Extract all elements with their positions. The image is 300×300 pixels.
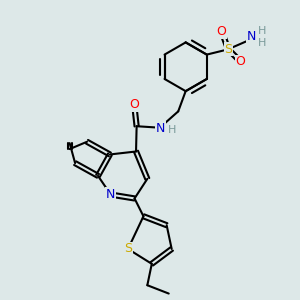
Text: N: N <box>106 188 116 201</box>
Text: S: S <box>124 242 132 256</box>
Text: S: S <box>224 43 232 56</box>
Text: H: H <box>258 38 266 48</box>
Text: H: H <box>168 125 176 135</box>
Text: N: N <box>156 122 165 135</box>
Text: O: O <box>217 25 226 38</box>
Text: O: O <box>236 55 246 68</box>
Text: O: O <box>129 98 139 111</box>
Text: H: H <box>258 26 266 36</box>
Text: N: N <box>246 30 256 43</box>
